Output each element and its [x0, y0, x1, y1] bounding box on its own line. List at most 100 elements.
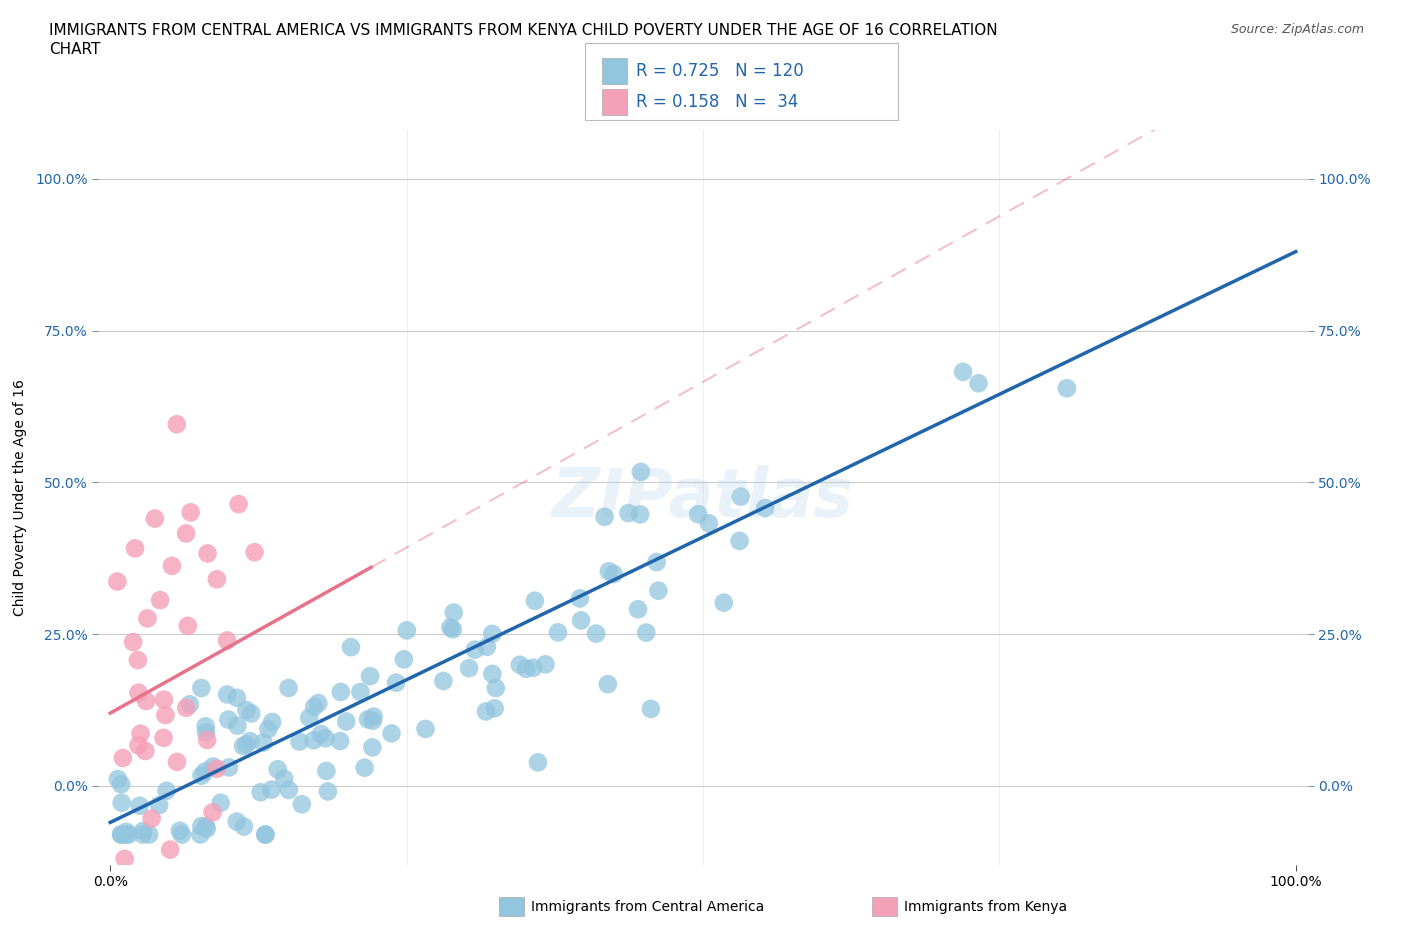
Point: [201, 805, 224, 820]
Point: [141, 811, 163, 826]
Point: [713, 595, 735, 610]
Point: [243, 545, 266, 560]
Point: [534, 657, 557, 671]
Point: [174, 700, 197, 715]
Point: [254, 827, 277, 842]
Point: [304, 699, 326, 714]
Point: [484, 701, 506, 716]
Point: [697, 516, 720, 531]
Point: [636, 625, 658, 640]
Point: [458, 660, 481, 675]
Point: [225, 814, 247, 829]
Point: [148, 798, 170, 813]
Point: [174, 526, 197, 541]
Point: [122, 634, 145, 649]
Point: [329, 734, 352, 749]
Point: [395, 623, 418, 638]
Point: [523, 593, 546, 608]
Text: Immigrants from Central America: Immigrants from Central America: [531, 899, 765, 914]
Point: [180, 505, 202, 520]
Point: [136, 611, 159, 626]
Point: [205, 572, 228, 587]
Point: [515, 661, 537, 676]
Point: [111, 795, 134, 810]
Point: [298, 711, 321, 725]
Point: [107, 772, 129, 787]
Point: [110, 827, 132, 842]
Point: [129, 726, 152, 741]
Point: [277, 782, 299, 797]
Point: [363, 710, 385, 724]
Point: [627, 602, 650, 617]
Point: [155, 783, 177, 798]
Point: [132, 824, 155, 839]
Point: [353, 760, 375, 775]
Point: [357, 711, 380, 726]
Point: [128, 685, 150, 700]
Point: [169, 823, 191, 838]
Point: [205, 762, 228, 777]
Point: [585, 626, 607, 641]
Text: CHART: CHART: [49, 42, 101, 57]
Point: [602, 566, 624, 581]
Point: [967, 376, 990, 391]
Text: IMMIGRANTS FROM CENTRAL AMERICA VS IMMIGRANTS FROM KENYA CHILD POVERTY UNDER THE: IMMIGRANTS FROM CENTRAL AMERICA VS IMMIG…: [49, 23, 998, 38]
Text: R = 0.725   N = 120: R = 0.725 N = 120: [636, 62, 803, 80]
Point: [166, 417, 188, 432]
Point: [228, 497, 250, 512]
Point: [195, 821, 218, 836]
Point: [315, 764, 337, 778]
Point: [128, 798, 150, 813]
Point: [730, 489, 752, 504]
Point: [439, 620, 461, 635]
Point: [380, 726, 402, 741]
Point: [475, 640, 498, 655]
Point: [415, 722, 437, 737]
Point: [239, 734, 262, 749]
Text: ZIPatlas: ZIPatlas: [553, 465, 853, 530]
Point: [385, 675, 408, 690]
Point: [179, 697, 201, 711]
Point: [335, 714, 357, 729]
Point: [647, 583, 669, 598]
Point: [527, 755, 550, 770]
Point: [361, 740, 384, 755]
Point: [522, 660, 544, 675]
Point: [194, 764, 217, 779]
Point: [127, 653, 149, 668]
Point: [260, 782, 283, 797]
Point: [432, 673, 454, 688]
Point: [132, 827, 155, 842]
Point: [124, 541, 146, 556]
Point: [155, 708, 177, 723]
Point: [252, 735, 274, 750]
Point: [485, 681, 508, 696]
Point: [160, 558, 183, 573]
Point: [645, 554, 668, 569]
Point: [115, 824, 138, 839]
Point: [630, 464, 652, 479]
Point: [127, 737, 149, 752]
Text: Source: ZipAtlas.com: Source: ZipAtlas.com: [1230, 23, 1364, 36]
Point: [441, 622, 464, 637]
Point: [240, 706, 263, 721]
Point: [195, 818, 218, 833]
Point: [134, 744, 156, 759]
Point: [593, 510, 616, 525]
Point: [273, 771, 295, 786]
Point: [596, 677, 619, 692]
Point: [481, 667, 503, 682]
Point: [349, 684, 371, 699]
Point: [547, 625, 569, 640]
Point: [110, 827, 132, 842]
Point: [361, 713, 384, 728]
Text: Immigrants from Kenya: Immigrants from Kenya: [904, 899, 1067, 914]
Point: [464, 643, 486, 658]
Point: [728, 534, 751, 549]
Point: [135, 694, 157, 709]
Point: [194, 719, 217, 734]
Point: [114, 827, 136, 842]
Point: [226, 690, 249, 705]
Point: [617, 506, 640, 521]
Point: [640, 701, 662, 716]
